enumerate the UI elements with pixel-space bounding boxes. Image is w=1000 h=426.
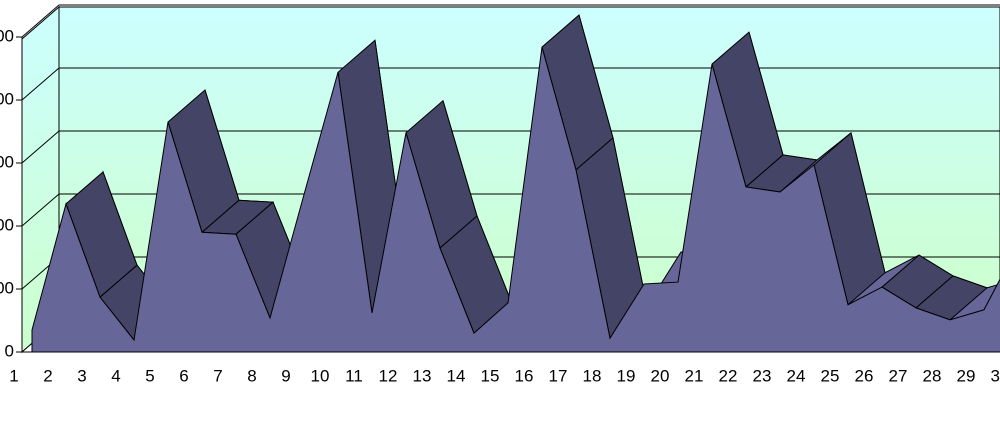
x-tick-label: 15: [481, 366, 500, 385]
x-tick-label: 23: [753, 366, 772, 385]
x-tick-label: 25: [821, 366, 840, 385]
x-tick-label: 2: [43, 366, 52, 385]
x-tick-label: 26: [855, 366, 874, 385]
x-tick-label: 20: [651, 366, 670, 385]
x-tick-label: 9: [281, 366, 290, 385]
x-tick-label: 7: [213, 366, 222, 385]
grid-line: [21, 193, 60, 227]
y-tick-label: 500: [0, 26, 14, 45]
x-tick-label: 8: [247, 366, 256, 385]
x-tick-label: 22: [719, 366, 738, 385]
y-tick-label: 300: [0, 152, 14, 171]
x-tick-label: 4: [111, 366, 120, 385]
x-tick-label: 1: [9, 366, 18, 385]
x-tick-label: 16: [515, 366, 534, 385]
x-tick-label: 13: [413, 366, 432, 385]
y-tick-label: 200: [0, 215, 14, 234]
grid-line: [21, 67, 60, 101]
area: [31, 46, 1000, 353]
x-tick-label: 30: [991, 366, 1000, 385]
x-tick-label: 11: [345, 366, 363, 385]
y-tick-label: 0: [5, 341, 14, 360]
x-tick-label: 5: [145, 366, 154, 385]
grid-line: [21, 4, 60, 38]
x-tick-label: 29: [957, 366, 976, 385]
grid-line: [21, 130, 60, 164]
x-tick-label: 19: [617, 366, 636, 385]
x-tick-label: 27: [889, 366, 908, 385]
x-tick-label: 3: [77, 366, 86, 385]
x-tick-label: 17: [549, 366, 568, 385]
x-tick-label: 24: [787, 366, 806, 385]
x-tick-label: 14: [447, 366, 466, 385]
y-tick-label: 100: [0, 278, 14, 297]
x-tick-label: 18: [583, 366, 602, 385]
x-tick-label: 12: [379, 366, 398, 385]
x-tick-label: 28: [923, 366, 942, 385]
x-tick-label: 6: [179, 366, 188, 385]
y-tick-label: 400: [0, 89, 14, 108]
x-tick-label: 21: [685, 366, 704, 385]
x-tick-label: 10: [311, 366, 330, 385]
